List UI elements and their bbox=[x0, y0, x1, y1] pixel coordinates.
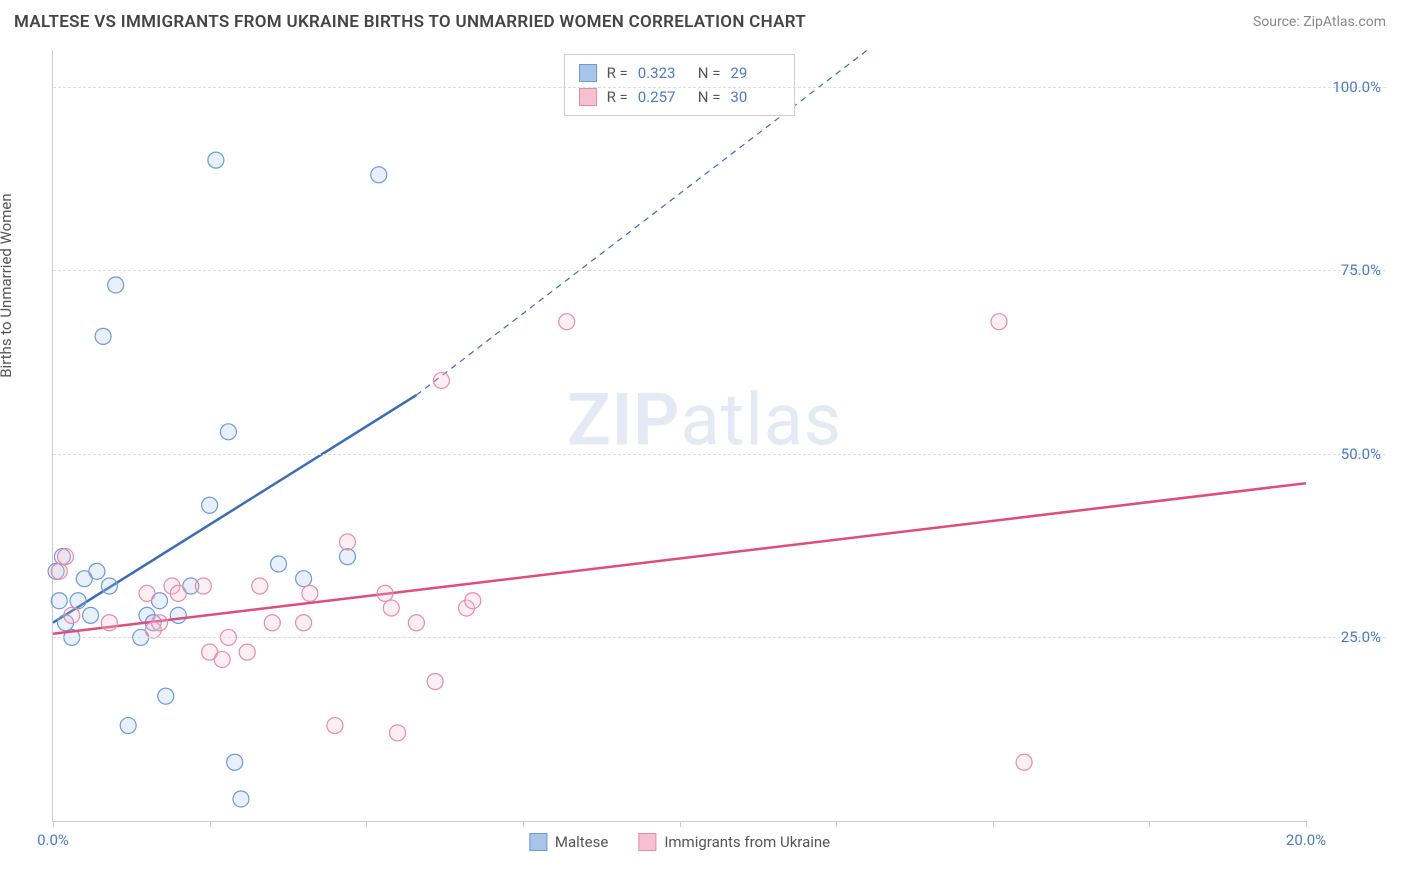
x-tick-label: 20.0% bbox=[1286, 831, 1326, 849]
legend: Maltese Immigrants from Ukraine bbox=[529, 833, 830, 851]
y-tick-label: 25.0% bbox=[1341, 628, 1381, 646]
stats-row-series-2: R = 0.257 N = 30 bbox=[579, 85, 781, 109]
plot-area: ZIPatlas R = 0.323 N = 29 R = 0.257 N = … bbox=[52, 50, 1306, 822]
gridline-h bbox=[53, 87, 1386, 88]
chart-header: MALTESE VS IMMIGRANTS FROM UKRAINE BIRTH… bbox=[0, 0, 1406, 40]
x-tick bbox=[836, 821, 837, 827]
x-tick bbox=[993, 821, 994, 827]
scatter-plot-svg bbox=[53, 50, 1306, 821]
gridline-h bbox=[53, 637, 1386, 638]
x-tick bbox=[53, 821, 54, 827]
gridline-h bbox=[53, 270, 1386, 271]
x-tick bbox=[210, 821, 211, 827]
x-tick bbox=[1306, 821, 1307, 827]
legend-item-maltese: Maltese bbox=[529, 833, 608, 851]
y-tick-label: 75.0% bbox=[1341, 261, 1381, 279]
chart-container: Births to Unmarried Women ZIPatlas R = 0… bbox=[14, 50, 1386, 872]
stats-row-series-1: R = 0.323 N = 29 bbox=[579, 61, 781, 85]
x-tick bbox=[680, 821, 681, 827]
legend-item-ukraine: Immigrants from Ukraine bbox=[638, 833, 830, 851]
x-tick bbox=[366, 821, 367, 827]
correlation-stats-box: R = 0.323 N = 29 R = 0.257 N = 30 bbox=[564, 54, 796, 116]
source-attribution: Source: ZipAtlas.com bbox=[1253, 14, 1386, 30]
x-tick-label: 0.0% bbox=[37, 831, 69, 849]
x-tick bbox=[523, 821, 524, 827]
swatch-maltese-icon bbox=[579, 64, 597, 82]
y-axis-label: Births to Unmarried Women bbox=[0, 193, 15, 377]
gridline-h bbox=[53, 454, 1386, 455]
chart-title: MALTESE VS IMMIGRANTS FROM UKRAINE BIRTH… bbox=[14, 12, 806, 32]
x-tick bbox=[1149, 821, 1150, 827]
y-tick-label: 50.0% bbox=[1341, 445, 1381, 463]
legend-swatch-ukraine-icon bbox=[638, 833, 656, 851]
y-tick-label: 100.0% bbox=[1332, 78, 1381, 96]
legend-swatch-maltese-icon bbox=[529, 833, 547, 851]
swatch-ukraine-icon bbox=[579, 88, 597, 106]
